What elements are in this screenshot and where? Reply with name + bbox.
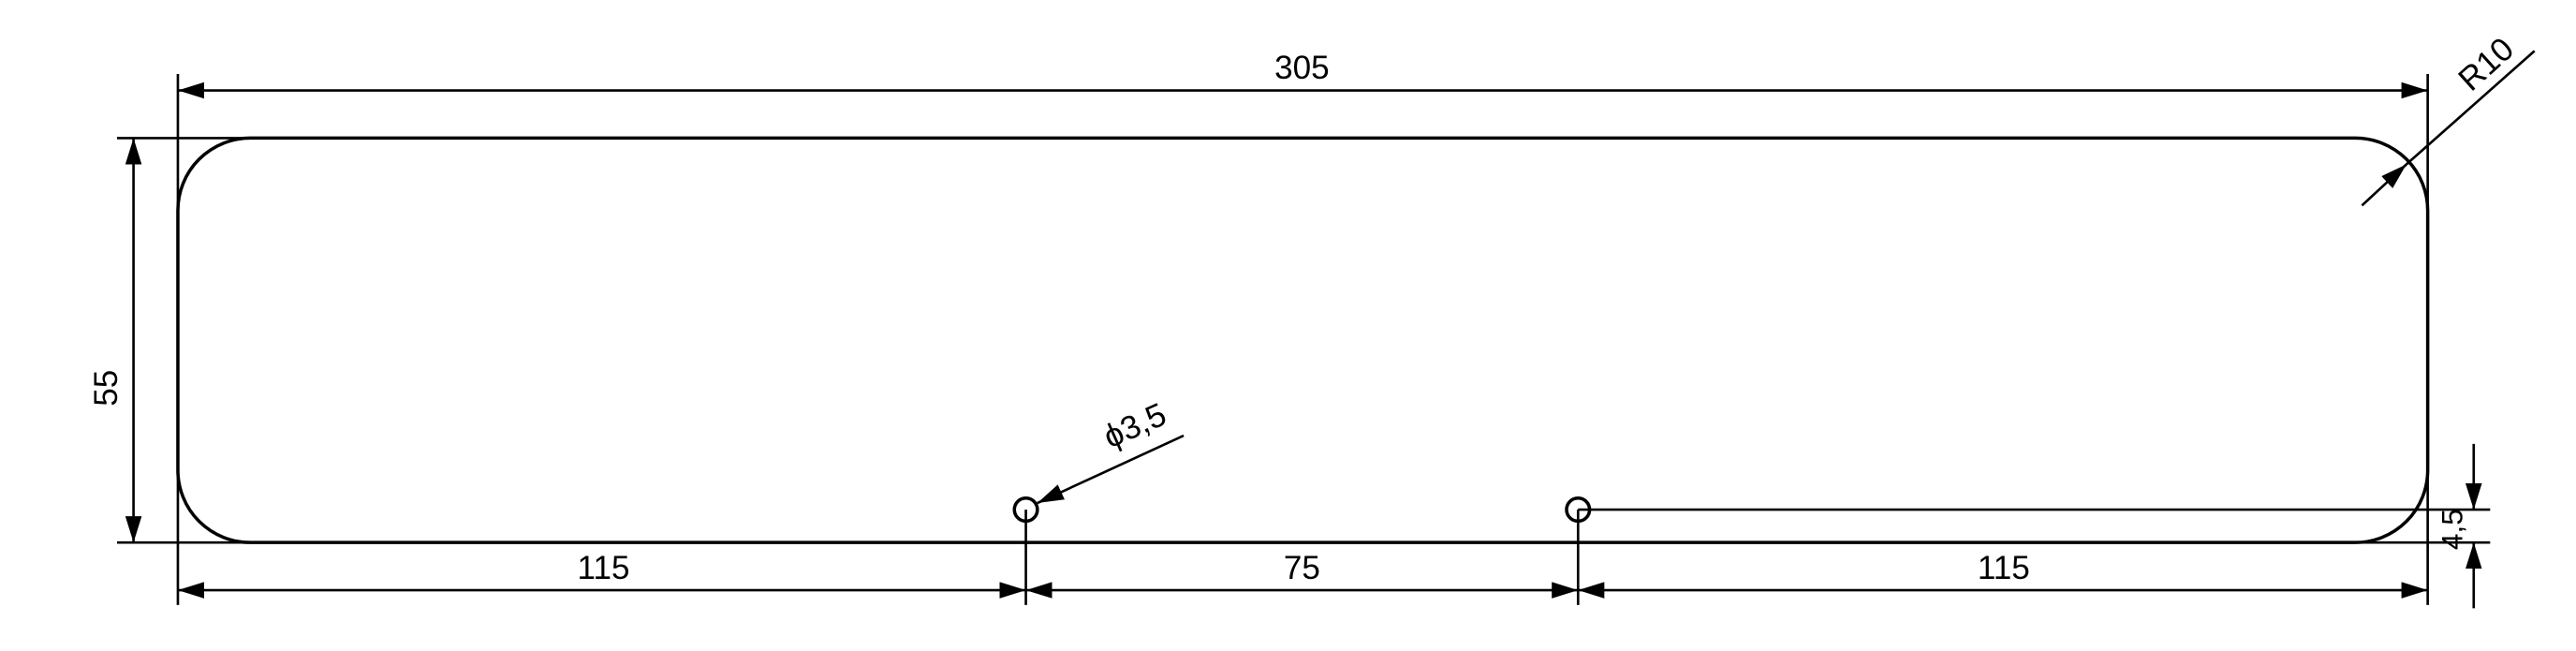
dimension-hole-diameter: ϕ3,5 [1037,396,1185,505]
dimension-bottom-chain: 115 75 115 [176,469,2429,605]
dim-label-height: 55 [88,370,125,407]
plate-outline [176,136,2430,544]
dim-label-corner-radius: R10 [2451,31,2521,98]
dim-label-overall-width: 305 [1274,50,1330,86]
dimension-hole-edge-offset: 4,5 [1578,443,2491,609]
dim-label-hole-edge-offset: 4,5 [2435,509,2468,550]
dimension-overall-width: 305 [176,50,2429,211]
dim-label-hole-spacing: 75 [1284,550,1320,586]
dimension-height: 55 [88,137,251,544]
dim-label-left-offset: 115 [578,550,630,586]
dim-label-right-offset: 115 [1978,550,2030,586]
dimension-corner-radius: R10 [2361,31,2536,207]
